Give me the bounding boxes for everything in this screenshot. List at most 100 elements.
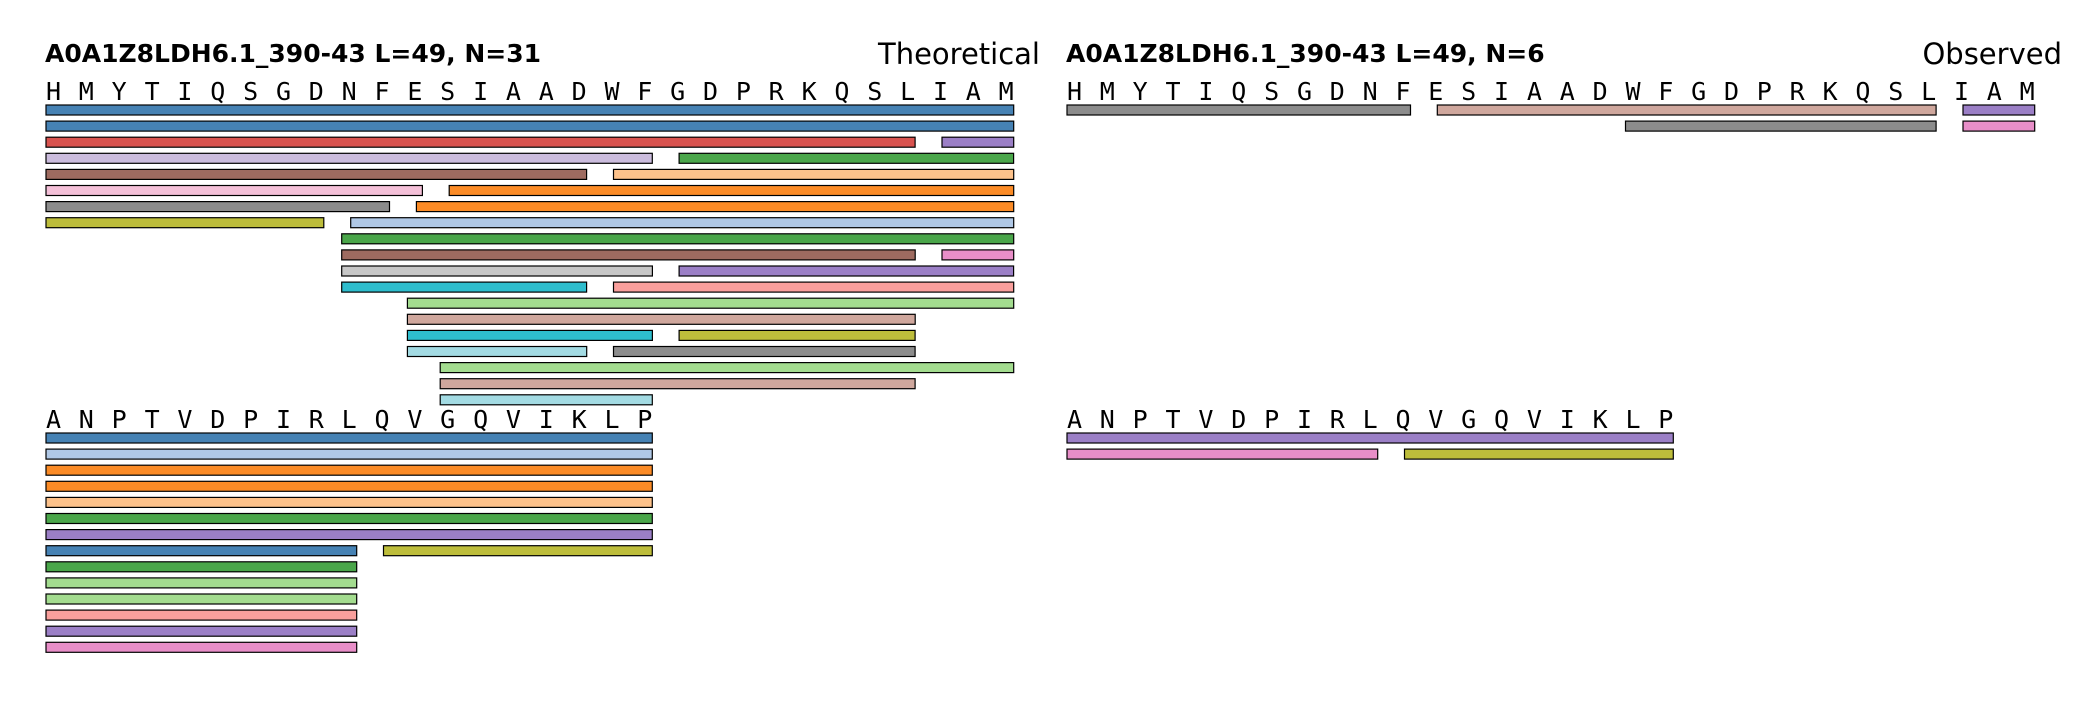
residue-letter: M — [1100, 77, 1115, 106]
residue-letter: Q — [473, 405, 488, 434]
theoretical-panel: A0A1Z8LDH6.1_390-43 L=49, N=31 Theoretic… — [45, 37, 1040, 653]
peptide-bar — [406, 297, 1015, 309]
residue-letter: D — [1330, 77, 1345, 106]
peptide-bar — [45, 136, 916, 148]
residue-letter: H — [1067, 77, 1082, 106]
peptide-bar — [45, 561, 358, 573]
residue-letter: Q — [1855, 77, 1870, 106]
residue-letter: S — [867, 77, 882, 106]
residue-letter: A — [1987, 77, 2002, 106]
peptide-bar — [341, 233, 1015, 245]
residue-letter: D — [309, 77, 324, 106]
residue-letter: L — [900, 77, 915, 106]
peptide-bar — [941, 136, 1015, 148]
residue-letter: I — [177, 77, 192, 106]
residue-letter: S — [440, 77, 455, 106]
residue-letter: M — [999, 77, 1014, 106]
residue-letter: D — [210, 405, 225, 434]
residue-letter: L — [604, 405, 619, 434]
residue-letter: A — [1527, 77, 1542, 106]
residue-letter: R — [1790, 77, 1806, 106]
residue-letter: V — [177, 405, 192, 434]
peptide-bar — [439, 362, 1015, 374]
residue-letter: S — [1461, 77, 1476, 106]
residue-letter: K — [802, 77, 817, 106]
residue-letter: T — [145, 77, 160, 106]
peptide-bar — [45, 152, 653, 164]
peptide-track — [45, 104, 1015, 406]
peptide-bar — [45, 625, 358, 637]
residue-letter: D — [1593, 77, 1608, 106]
residue-letter: P — [637, 405, 652, 434]
residue-letter: P — [736, 77, 751, 106]
residue-letter: T — [1165, 77, 1180, 106]
residue-letter: A — [46, 405, 61, 434]
residue-letter: V — [506, 405, 521, 434]
residue-letter: K — [572, 405, 587, 434]
peptide-bar — [612, 345, 916, 358]
peptide-bar — [1066, 448, 1379, 460]
residue-letter: G — [1461, 405, 1476, 434]
residue-letter: A — [966, 77, 981, 106]
residue-letter: G — [440, 405, 455, 434]
peptide-bar — [45, 577, 358, 589]
residue-letter: N — [1100, 405, 1115, 434]
peptide-bar — [45, 448, 653, 460]
peptide-bar — [341, 249, 916, 261]
residue-letter: E — [407, 77, 422, 106]
peptide-bar — [941, 249, 1015, 261]
observed-panel: A0A1Z8LDH6.1_390-43 L=49, N=6 Observed H… — [1066, 37, 2062, 460]
peptide-bar — [45, 593, 358, 605]
residue-letter: M — [79, 77, 94, 106]
residue-letter: Q — [1395, 405, 1410, 434]
residue-letter: A — [1067, 405, 1082, 434]
residue-letter: L — [1921, 77, 1936, 106]
residue-letter: S — [1264, 77, 1279, 106]
peptide-track — [45, 432, 653, 653]
residue-letter: V — [407, 405, 422, 434]
residue-letter: V — [1428, 405, 1443, 434]
peptide-bar — [439, 394, 653, 406]
residue-letter: I — [1494, 77, 1509, 106]
residue-letter: T — [145, 405, 160, 434]
residue-letter: V — [1527, 405, 1542, 434]
residue-letter: H — [46, 77, 61, 106]
peptide-bar — [678, 329, 916, 341]
peptide-bar — [45, 201, 391, 213]
peptide-bar — [45, 480, 653, 492]
residue-letter: P — [1658, 405, 1673, 434]
residue-letter: S — [243, 77, 258, 106]
residue-letter: S — [1888, 77, 1903, 106]
residue-letter: Q — [1494, 405, 1509, 434]
panel-mode-label: Theoretical — [877, 37, 1040, 71]
residue-letter: W — [1625, 77, 1641, 106]
residue-letter: T — [1165, 405, 1180, 434]
peptide-bar — [678, 152, 1015, 164]
peptide-bar — [341, 281, 588, 293]
peptide-bar — [45, 168, 588, 180]
peptide-bar — [406, 329, 653, 341]
residue-letter: I — [1560, 405, 1575, 434]
residue-letter: L — [342, 405, 357, 434]
peptide-track — [1066, 432, 1674, 460]
peptide-bar — [45, 432, 653, 444]
peptide-bar — [1624, 120, 1937, 132]
residue-letter: F — [1658, 77, 1673, 106]
peptide-bar — [45, 545, 358, 557]
residue-letter: D — [1231, 405, 1246, 434]
peptide-bar — [45, 217, 325, 229]
peptide-bar — [1066, 432, 1674, 444]
peptide-bar — [45, 512, 653, 525]
peptide-bar — [45, 120, 1015, 132]
peptide-bar — [612, 281, 1015, 293]
residue-letter: I — [1198, 77, 1213, 106]
peptide-bar — [415, 201, 1015, 213]
residue-letter: Q — [210, 77, 225, 106]
residue-letter: G — [670, 77, 685, 106]
peptide-bar — [350, 217, 1015, 229]
residue-letter: G — [1691, 77, 1706, 106]
residue-letter: L — [1363, 405, 1378, 434]
residue-letter: I — [1297, 405, 1312, 434]
